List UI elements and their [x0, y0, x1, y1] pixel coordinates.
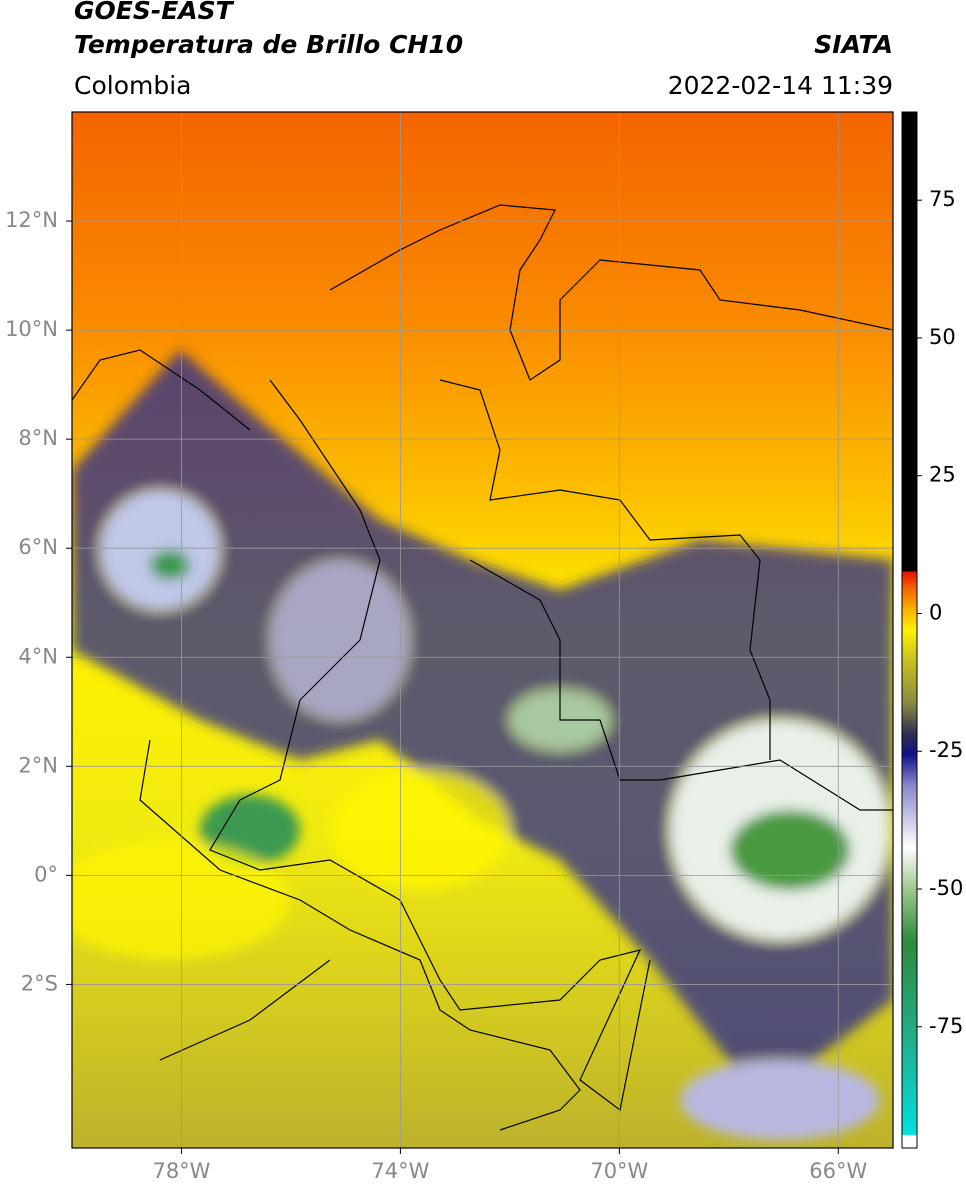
- colorbar-tick-label: 50: [929, 325, 956, 349]
- lat-tick-label: 8°N: [18, 426, 58, 450]
- lat-tick-label: 12°N: [5, 208, 58, 232]
- lat-tick-label: 2°N: [18, 753, 58, 777]
- lon-tick-label: 74°W: [371, 1159, 429, 1183]
- lat-tick-label: 6°N: [18, 535, 58, 559]
- colorbar-tick-label: -75: [929, 1014, 963, 1038]
- colorbar-tick-label: 75: [929, 187, 956, 211]
- colorbar-tick-label: 0: [929, 600, 942, 624]
- map-image: [72, 112, 893, 1148]
- lon-tick-label: 70°W: [590, 1159, 648, 1183]
- map-frame: [71, 111, 894, 1149]
- lon-tick-label: 78°W: [152, 1159, 210, 1183]
- colorbar-tick-label: -25: [929, 738, 963, 762]
- colorbar-tick-label: 25: [929, 463, 956, 487]
- lat-tick-label: 2°S: [21, 971, 58, 995]
- lat-tick-label: 4°N: [18, 644, 58, 668]
- timestamp: 2022-02-14 11:39: [668, 71, 893, 100]
- lon-tick-label: 66°W: [809, 1159, 867, 1183]
- lat-tick-label: 10°N: [5, 317, 58, 341]
- colorbar-tick-label: -50: [929, 876, 963, 900]
- source: SIATA: [814, 30, 893, 59]
- title-line1: GOES-EAST: [74, 0, 235, 25]
- title-line2: Temperatura de Brillo CH10: [74, 30, 463, 59]
- lat-tick-label: 0°: [34, 862, 58, 886]
- region: Colombia: [74, 71, 191, 100]
- colorbar: [901, 111, 918, 1149]
